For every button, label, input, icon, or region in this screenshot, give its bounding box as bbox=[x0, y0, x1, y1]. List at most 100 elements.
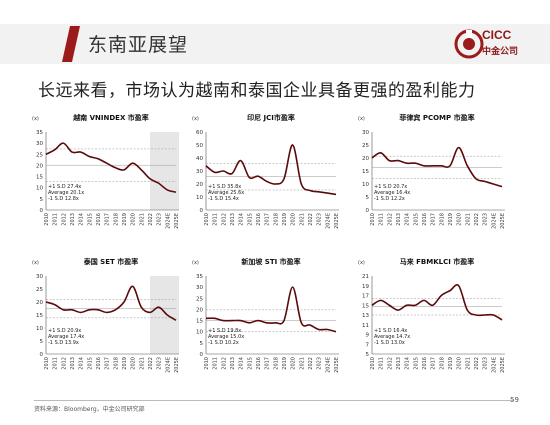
chart4-x-tick: 2023 bbox=[317, 357, 323, 370]
chart1-stat-label: Average 25.6x bbox=[208, 190, 244, 196]
chart1-x-tick: 2019 bbox=[282, 213, 288, 226]
chart3-series-line bbox=[45, 285, 177, 321]
chart2-stat-label: Average 16.4x bbox=[374, 190, 410, 196]
chart5-x-tick: 2010 bbox=[370, 357, 376, 370]
chart3-x-tick: 2010 bbox=[44, 357, 50, 370]
header-accent-icon bbox=[62, 26, 80, 62]
chart5-x-tick: 2022 bbox=[474, 357, 480, 370]
chart4-x-tick: 2015 bbox=[247, 357, 253, 370]
chart2-x-tick: 2014 bbox=[405, 213, 411, 226]
chart4-x-tick: 2018 bbox=[273, 357, 279, 370]
slide-subtitle: 长远来看，市场认为越南和泰国企业具备更强的盈利能力 bbox=[38, 81, 476, 101]
chart0-y-tick: 35 bbox=[36, 130, 43, 136]
chart1-y-tick: 60 bbox=[196, 130, 203, 136]
chart-panel-indonesia: 印尼 JCI市盈率 (x) 0 10 20 30 40 50 60 2010 2011 2012 201… bbox=[190, 108, 358, 248]
chart1-x-tick: 2022 bbox=[308, 213, 314, 226]
chart1-y-tick: 30 bbox=[196, 169, 203, 175]
chart3-stat-label: -1 S.D 13.9x bbox=[48, 340, 79, 346]
chart5-y-tick: 5 bbox=[366, 352, 370, 358]
chart1-x-tick: 2011 bbox=[213, 213, 219, 226]
chart4-stat-label: -1 S.D 10.2x bbox=[208, 340, 239, 346]
chart4-x-tick: 2014 bbox=[239, 357, 245, 370]
chart1-x-tick: 2021 bbox=[299, 213, 305, 226]
page-number: 59 bbox=[510, 396, 519, 404]
chart2-x-tick: 2023 bbox=[483, 213, 489, 226]
chart4-series-line bbox=[205, 286, 337, 333]
chart0-x-tick: 2020 bbox=[131, 213, 137, 226]
chart5-y-tick: 19 bbox=[362, 284, 369, 290]
chart-panel-thailand: 泰国 SET 市盈率 (x) 0 5 10 15 20 25 30 2010 2011 2012 201… bbox=[30, 252, 198, 392]
chart4-x-tick: 2017 bbox=[265, 357, 271, 370]
chart2-x-tick: 2020 bbox=[457, 213, 463, 226]
chart-panel-malaysia: 马来 FBMKLCI 市盈率 (x) 5 7 9 11 13 15 17 19 21 2010 2011… bbox=[356, 252, 524, 392]
chart0-x-tick: 2016 bbox=[96, 213, 102, 226]
chart0-x-tick: 2011 bbox=[53, 213, 59, 226]
chart5-stat-label: +1 S.D 16.4x bbox=[374, 328, 407, 334]
chart3-y-tick: 30 bbox=[36, 274, 43, 280]
chart1-x-tick: 2015 bbox=[247, 213, 253, 226]
chart4-stat-label: Average 15.0x bbox=[208, 334, 244, 340]
chart2-stat-label: +1 S.D 20.7x bbox=[374, 184, 407, 190]
chart0-y-tick: 20 bbox=[36, 163, 43, 169]
chart2-x-tick: 2016 bbox=[422, 213, 428, 226]
chart0-x-tick: 2015 bbox=[87, 213, 93, 226]
chart2-x-tick: 2011 bbox=[379, 213, 385, 226]
chart1-unit-label: (x) bbox=[192, 116, 199, 122]
chart0-series-line bbox=[45, 142, 177, 193]
chart5-x-tick: 2012 bbox=[387, 357, 393, 370]
chart5-x-tick: 2018 bbox=[439, 357, 445, 370]
chart5-x-tick: 2019 bbox=[448, 357, 454, 370]
chart1-x-tick: 2012 bbox=[221, 213, 227, 226]
chart5-y-tick: 21 bbox=[362, 274, 369, 280]
chart4-title: 新加坡 STI 市盈率 bbox=[241, 257, 300, 266]
chart5-y-tick: 9 bbox=[366, 333, 370, 339]
chart1-x-tick: 2016 bbox=[256, 213, 262, 226]
chart3-x-tick: 2024E bbox=[165, 357, 171, 373]
chart0-x-tick: 2012 bbox=[61, 213, 67, 226]
chart0-x-tick: 2024E bbox=[165, 213, 171, 229]
chart3-x-tick: 2012 bbox=[61, 357, 67, 370]
chart0-x-tick: 2017 bbox=[105, 213, 111, 226]
chart3-y-tick: 10 bbox=[36, 326, 43, 332]
chart5-x-tick: 2014 bbox=[405, 357, 411, 370]
chart3-x-tick: 2021 bbox=[139, 357, 145, 370]
chart2-y-tick: 30 bbox=[362, 130, 369, 136]
chart1-x-tick: 2014 bbox=[239, 213, 245, 226]
chart4-x-tick: 2024E bbox=[325, 357, 331, 373]
chart2-series-line bbox=[371, 146, 503, 188]
chart2-x-tick: 2015 bbox=[413, 213, 419, 226]
chart2-x-tick: 2012 bbox=[387, 213, 393, 226]
chart1-title: 印尼 JCI市盈率 bbox=[247, 113, 295, 122]
chart3-y-tick: 5 bbox=[40, 339, 44, 345]
chart-panel-philippines: 菲律宾 PCOMP 市盈率 (x) 0 5 10 15 20 25 30 2010 2011 2012… bbox=[356, 108, 524, 248]
chart1-series-line bbox=[205, 144, 337, 196]
chart2-y-tick: 10 bbox=[362, 182, 369, 188]
chart4-stat-label: +1 S.D 19.8x bbox=[208, 328, 241, 334]
chart1-x-tick: 2020 bbox=[291, 213, 297, 226]
chart0-stat-label: Average 20.1x bbox=[48, 190, 84, 196]
chart2-x-tick: 2019 bbox=[448, 213, 454, 226]
chart3-stat-label: +1 S.D 20.9x bbox=[48, 328, 81, 334]
chart3-y-tick: 25 bbox=[36, 287, 43, 293]
chart4-x-tick: 2019 bbox=[282, 357, 288, 370]
page-title: 东南亚展望 bbox=[88, 34, 189, 56]
header-bar bbox=[0, 24, 550, 64]
chart0-y-tick: 5 bbox=[40, 197, 44, 203]
chart3-x-tick: 2016 bbox=[96, 357, 102, 370]
chart1-stat-label: +1 S.D 35.8x bbox=[208, 184, 241, 190]
chart3-x-tick: 2015 bbox=[87, 357, 93, 370]
chart0-x-tick: 2023 bbox=[157, 213, 163, 226]
logo-text-cn: 中金公司 bbox=[482, 47, 519, 57]
chart1-x-tick: 2023 bbox=[317, 213, 323, 226]
footer-divider bbox=[34, 400, 514, 401]
chart1-y-tick: 40 bbox=[196, 156, 203, 162]
chart3-x-tick: 2022 bbox=[148, 357, 154, 370]
chart1-y-tick: 20 bbox=[196, 182, 203, 188]
chart2-y-tick: 15 bbox=[362, 169, 369, 175]
chart2-x-tick: 2010 bbox=[370, 213, 376, 226]
chart0-x-tick: 2019 bbox=[122, 213, 128, 226]
chart5-x-tick: 2013 bbox=[396, 357, 402, 370]
chart3-y-tick: 15 bbox=[36, 313, 43, 319]
chart4-x-tick: 2011 bbox=[213, 357, 219, 370]
chart1-y-tick: 50 bbox=[196, 143, 203, 149]
